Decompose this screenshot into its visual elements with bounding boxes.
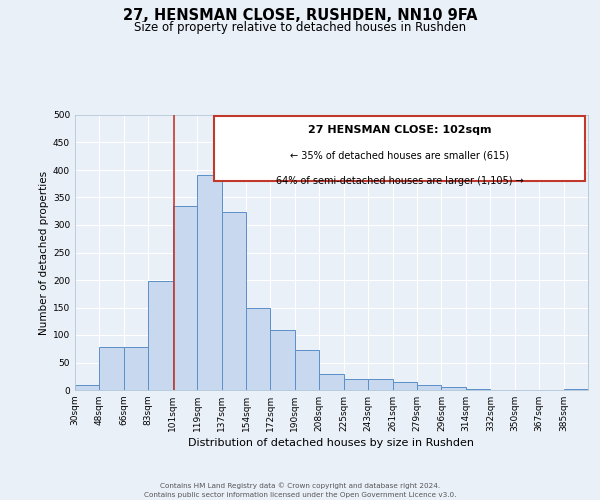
Bar: [344, 379, 368, 390]
Bar: [100, 347, 124, 390]
Bar: [295, 350, 319, 390]
Bar: [271, 330, 295, 390]
Bar: [466, 389, 490, 390]
Bar: [246, 308, 271, 390]
Bar: [417, 384, 442, 390]
Text: Contains HM Land Registry data © Crown copyright and database right 2024.: Contains HM Land Registry data © Crown c…: [160, 482, 440, 489]
Bar: [368, 379, 392, 390]
Text: 27 HENSMAN CLOSE: 102sqm: 27 HENSMAN CLOSE: 102sqm: [308, 124, 491, 134]
Bar: [221, 212, 246, 390]
Text: 64% of semi-detached houses are larger (1,105) →: 64% of semi-detached houses are larger (…: [275, 176, 523, 186]
Bar: [75, 384, 100, 390]
Bar: [124, 347, 148, 390]
X-axis label: Distribution of detached houses by size in Rushden: Distribution of detached houses by size …: [188, 438, 475, 448]
Bar: [392, 382, 417, 390]
Text: ← 35% of detached houses are smaller (615): ← 35% of detached houses are smaller (61…: [290, 151, 509, 161]
FancyBboxPatch shape: [214, 116, 586, 181]
Bar: [197, 176, 221, 390]
Bar: [563, 389, 588, 390]
Text: Contains public sector information licensed under the Open Government Licence v3: Contains public sector information licen…: [144, 492, 456, 498]
Text: Size of property relative to detached houses in Rushden: Size of property relative to detached ho…: [134, 22, 466, 35]
Bar: [442, 387, 466, 390]
Bar: [173, 206, 197, 390]
Text: 27, HENSMAN CLOSE, RUSHDEN, NN10 9FA: 27, HENSMAN CLOSE, RUSHDEN, NN10 9FA: [123, 8, 477, 22]
Bar: [148, 281, 173, 390]
Bar: [319, 374, 344, 390]
Y-axis label: Number of detached properties: Number of detached properties: [39, 170, 49, 334]
